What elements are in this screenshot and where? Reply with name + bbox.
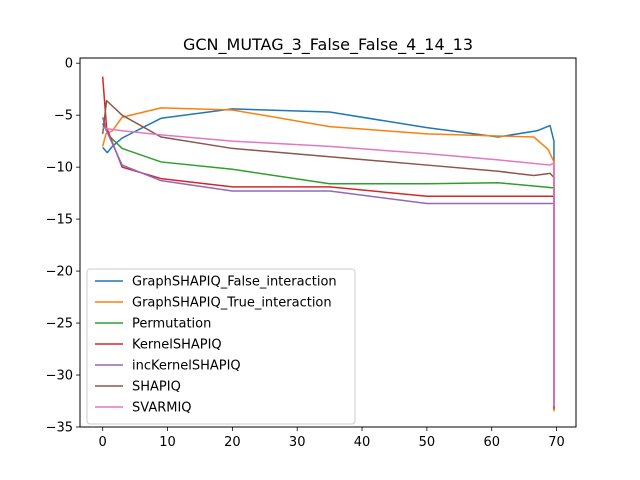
x-tick-label: 50 [419,435,436,450]
x-axis: 0 10 20 30 40 50 60 70 [99,427,565,450]
y-tick-label: −5 [54,109,73,124]
y-tick-label: −10 [46,161,73,176]
x-tick-label: 40 [354,435,371,450]
plot-frame [79,57,577,428]
legend-label: GraphSHAPIQ_True_interaction [132,296,332,311]
y-tick-label: −20 [46,265,73,280]
legend: GraphSHAPIQ_False_interaction GraphSHAPIQ… [86,268,356,425]
legend-box [86,268,356,425]
x-tick-label: 60 [483,435,500,450]
x-tick-label: 10 [159,435,176,450]
series-line-6 [102,126,555,407]
legend-label: incKernelSHAPIQ [132,359,241,374]
y-tick-label: −30 [46,369,73,384]
legend-label: SVARMIQ [132,401,192,416]
series-line-0 [102,108,555,405]
y-tick-label: −35 [46,421,73,436]
legend-label: SHAPIQ [132,380,181,395]
legend-label: KernelSHAPIQ [132,338,222,353]
legend-label: GraphSHAPIQ_False_interaction [132,275,337,290]
series-line-5 [101,99,555,402]
series-layer [101,76,555,412]
y-tick-label: 0 [65,57,73,72]
series-line-2 [102,123,555,407]
y-axis: 0 −5 −10 −15 −20 −25 −30 −35 [46,57,80,436]
y-tick-label: −15 [46,213,73,228]
x-tick-label: 70 [548,435,565,450]
x-tick-label: 30 [289,435,306,450]
chart-title: GCN_MUTAG_3_False_False_4_14_13 [183,35,473,55]
series-line-4 [101,117,555,405]
y-tick-label: −25 [46,317,73,332]
x-tick-label: 0 [99,435,107,450]
series-line-1 [101,107,555,412]
x-tick-label: 20 [224,435,241,450]
legend-label: Permutation [132,317,211,332]
